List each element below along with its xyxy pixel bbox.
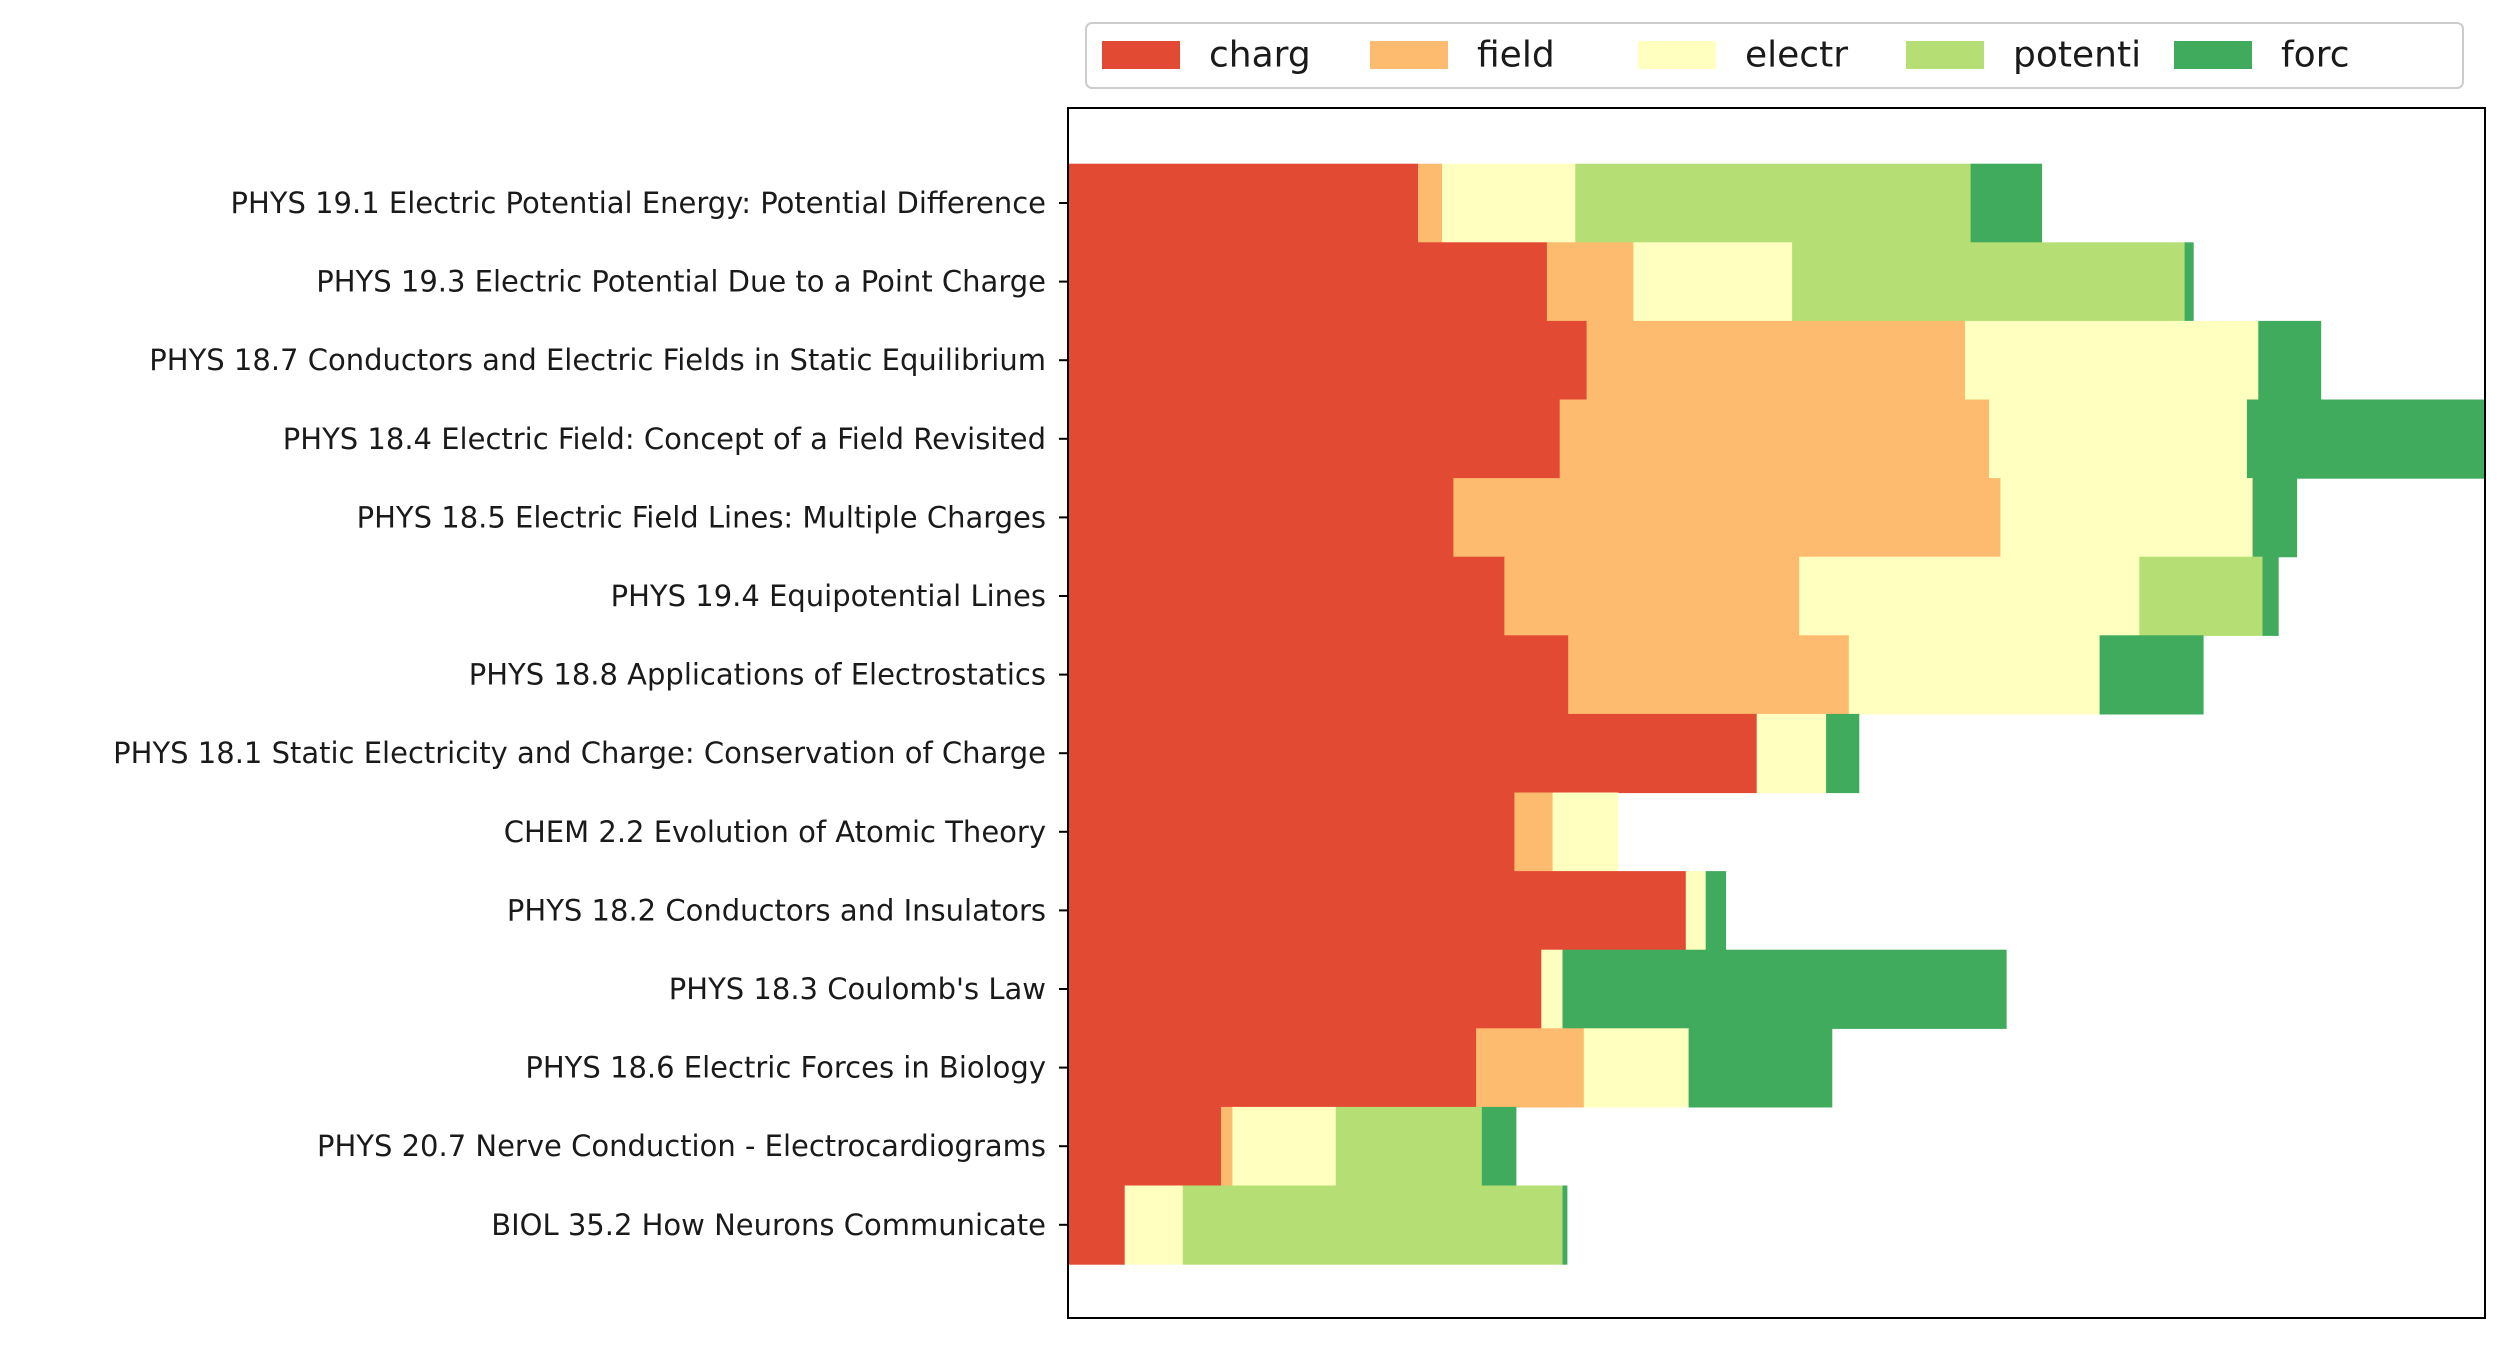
bar-segment-field-row-2 — [1586, 320, 1966, 401]
bar-segment-potenti-row-1 — [1792, 242, 2186, 322]
legend-frame — [1085, 22, 2464, 89]
bar-segment-field-row-5 — [1504, 556, 1800, 636]
bar-segment-charg-row-10 — [1068, 949, 1542, 1029]
bar-segment-charg-row-6 — [1068, 635, 1569, 715]
y-tick-label: PHYS 19.1 Electric Potential Energy: Pot… — [230, 186, 1046, 220]
bar-segment-field-row-12 — [1221, 1106, 1233, 1187]
y-tick-label: PHYS 18.4 Electric Field: Concept of a F… — [283, 422, 1046, 456]
legend-swatch-field — [1370, 41, 1448, 69]
y-tick-label: PHYS 18.6 Electric Forces in Biology — [525, 1051, 1046, 1085]
legend-swatch-charg — [1102, 41, 1180, 69]
y-tick-label: PHYS 18.1 Static Electricity and Charge:… — [113, 736, 1046, 770]
bar-segment-potenti-row-12 — [1335, 1106, 1483, 1187]
bar-segment-electr-row-7 — [1756, 713, 1827, 794]
bar-segment-electr-row-9 — [1685, 871, 1707, 951]
bar-segment-electr-row-13 — [1124, 1185, 1184, 1265]
y-tick-label: CHEM 2.2 Evolution of Atomic Theory — [504, 815, 1046, 849]
y-tick-label: PHYS 19.3 Electric Potential Due to a Po… — [316, 265, 1046, 299]
legend-label-field: field — [1477, 35, 1555, 76]
legend-swatch-potenti — [1906, 41, 1984, 69]
bar-segment-forc-row-5 — [2262, 556, 2279, 636]
legend: charg field electr potenti forc — [1085, 22, 2464, 89]
bar-segment-forc-row-1 — [2184, 242, 2194, 322]
legend-swatch-forc — [2174, 41, 2252, 69]
bar-segment-charg-row-13 — [1068, 1185, 1126, 1265]
bar-segment-charg-row-12 — [1068, 1106, 1222, 1187]
bar-segment-electr-row-3 — [1989, 399, 2248, 479]
legend-label-forc: forc — [2281, 35, 2350, 76]
y-tick-label: PHYS 18.7 Conductors and Electric Fields… — [149, 343, 1046, 377]
bar-segment-field-row-11 — [1476, 1028, 1585, 1108]
bar-segment-electr-row-6 — [1848, 635, 2101, 715]
y-tick-label: PHYS 18.3 Coulomb's Law — [669, 972, 1046, 1006]
y-tick-label: PHYS 18.8 Applications of Electrostatics — [469, 658, 1046, 692]
y-tick-label: BIOL 35.2 How Neurons Communicate — [491, 1208, 1046, 1242]
y-axis-ticks: PHYS 19.1 Electric Potential Energy: Pot… — [113, 186, 1068, 1242]
bar-segment-field-row-1 — [1546, 242, 1634, 322]
bar-segment-forc-row-6 — [2099, 635, 2204, 715]
bar-segment-electr-row-8 — [1552, 792, 1619, 872]
bar-segment-forc-row-0 — [1970, 163, 2043, 243]
legend-label-potenti: potenti — [2013, 35, 2141, 76]
bar-segment-electr-row-10 — [1541, 949, 1564, 1029]
y-tick-label: PHYS 20.7 Nerve Conduction - Electrocard… — [317, 1129, 1046, 1163]
bar-segment-electr-row-0 — [1442, 163, 1576, 243]
bars-layer — [1068, 163, 2486, 1265]
bar-segment-electr-row-5 — [1799, 556, 2140, 636]
bar-segment-charg-row-9 — [1068, 871, 1687, 951]
bar-segment-electr-row-11 — [1583, 1028, 1690, 1108]
plot-frame — [1067, 107, 2486, 1319]
bar-segment-charg-row-2 — [1068, 320, 1588, 401]
legend-label-electr: electr — [1745, 35, 1848, 76]
bar-segment-charg-row-5 — [1068, 556, 1505, 636]
bar-segment-charg-row-0 — [1068, 163, 1419, 243]
y-tick-label: PHYS 18.2 Conductors and Insulators — [507, 893, 1046, 927]
bar-segment-charg-row-11 — [1068, 1028, 1477, 1108]
bar-segment-charg-row-3 — [1068, 399, 1561, 479]
bar-segment-forc-row-7 — [1826, 713, 1860, 794]
bar-segment-field-row-4 — [1453, 478, 2001, 558]
bar-segment-field-row-0 — [1418, 163, 1443, 243]
bar-segment-field-row-8 — [1514, 792, 1554, 872]
bar-segment-charg-row-7 — [1068, 713, 1758, 794]
bar-segment-electr-row-12 — [1232, 1106, 1337, 1187]
bar-segment-forc-row-3 — [2246, 399, 2486, 479]
bar-segment-potenti-row-0 — [1575, 163, 1972, 243]
bar-segment-electr-row-4 — [2000, 478, 2254, 558]
bar-segment-electr-row-2 — [1965, 320, 2259, 401]
bar-segment-field-row-3 — [1559, 399, 1990, 479]
bar-segment-field-row-6 — [1568, 635, 1850, 715]
y-tick-label: PHYS 18.5 Electric Field Lines: Multiple… — [357, 500, 1046, 534]
legend-label-charg: charg — [1209, 35, 1311, 76]
bar-segment-charg-row-4 — [1068, 478, 1454, 558]
bar-segment-forc-row-12 — [1481, 1106, 1517, 1187]
bar-segment-forc-row-10 — [1562, 949, 2007, 1029]
bar-segment-potenti-row-5 — [2139, 556, 2264, 636]
bar-segment-forc-row-4 — [2252, 478, 2298, 558]
bar-segment-electr-row-1 — [1633, 242, 1793, 322]
bar-segment-potenti-row-13 — [1182, 1185, 1564, 1265]
legend-swatch-electr — [1638, 41, 1716, 69]
bar-segment-forc-row-9 — [1705, 871, 1727, 951]
bar-segment-forc-row-11 — [1688, 1028, 1833, 1108]
bar-segment-charg-row-8 — [1068, 792, 1515, 872]
y-tick-label: PHYS 19.4 Equipotential Lines — [611, 579, 1046, 613]
bar-segment-forc-row-13 — [1562, 1185, 1568, 1265]
bar-segment-charg-row-1 — [1068, 242, 1548, 322]
bar-segment-forc-row-2 — [2258, 320, 2322, 401]
